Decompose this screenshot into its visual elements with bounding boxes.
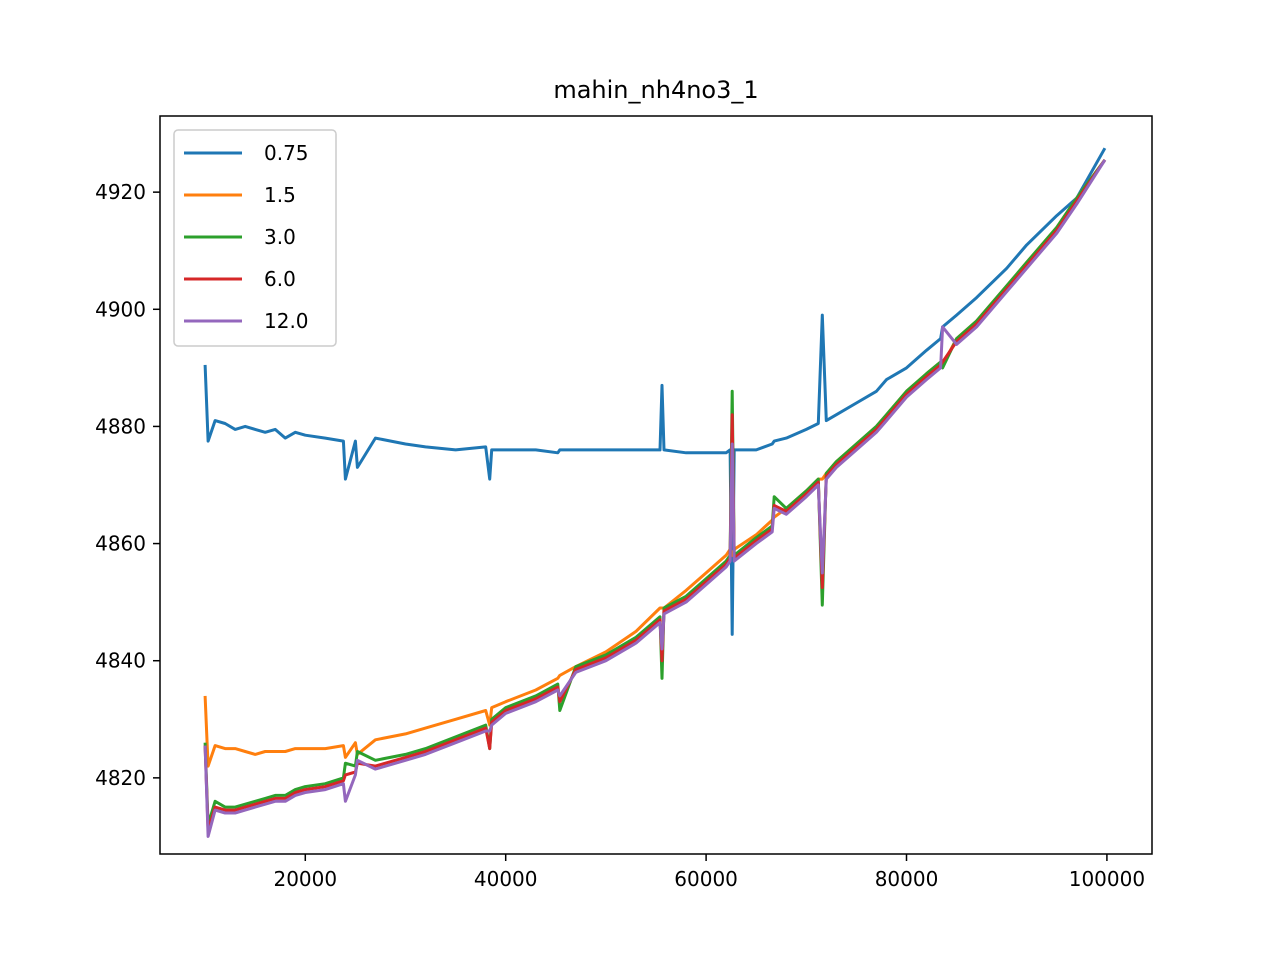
y-tick-label: 4920 [95, 180, 146, 204]
x-tick-label: 100000 [1069, 867, 1145, 891]
legend-label-1: 1.5 [264, 183, 296, 207]
x-tick-label: 60000 [674, 867, 738, 891]
legend: 0.75 1.5 3.0 6.0 12.0 [173, 129, 337, 347]
chart-title: mahin_nh4no3_1 [553, 76, 758, 104]
series-layer [203, 147, 1107, 838]
y-tick-label: 4820 [95, 766, 146, 790]
x-tick-label: 40000 [474, 867, 538, 891]
y-tick-label: 4880 [95, 414, 146, 438]
x-tick-label: 20000 [273, 867, 337, 891]
series-line-3 [203, 159, 1107, 833]
legend-label-2: 3.0 [264, 225, 296, 249]
series-line-4 [203, 159, 1107, 838]
x-axis: 20000 40000 60000 80000 100000 [273, 854, 1145, 891]
plot-frame [159, 115, 1153, 855]
legend-label-3: 6.0 [264, 267, 296, 291]
legend-label-0: 0.75 [264, 141, 309, 165]
y-axis: 4820 4840 4860 4880 4900 4920 [95, 180, 160, 790]
y-tick-label: 4860 [95, 532, 146, 556]
series-line-0 [203, 147, 1107, 636]
legend-box [173, 129, 337, 347]
y-tick-label: 4900 [95, 297, 146, 321]
legend-label-4: 12.0 [264, 309, 309, 333]
x-tick-label: 80000 [875, 867, 939, 891]
series-line-1 [203, 159, 1107, 768]
y-tick-label: 4840 [95, 649, 146, 673]
series-line-2 [203, 159, 1107, 827]
